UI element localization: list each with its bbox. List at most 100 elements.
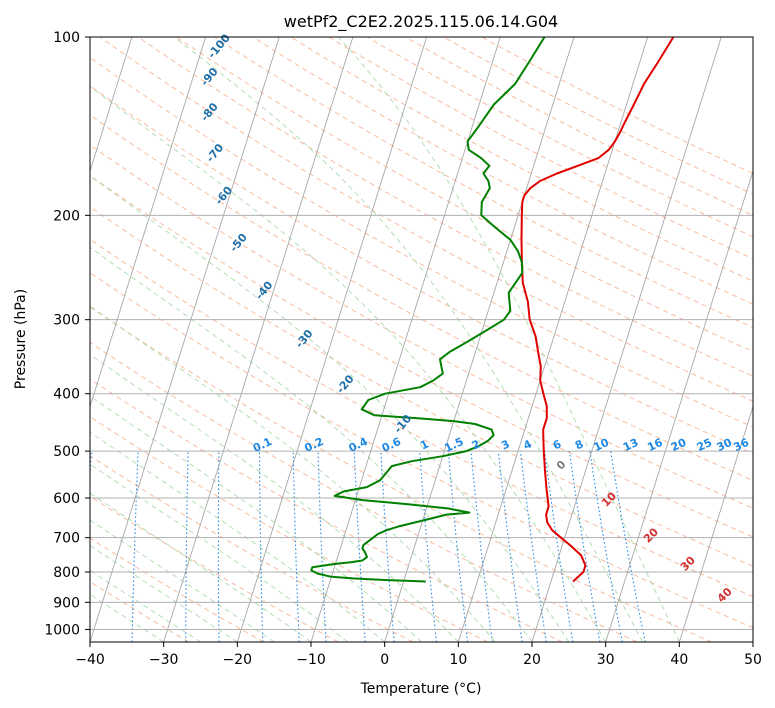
dry-adiabat-line (405, 37, 753, 216)
dry-adiabat-label: -90 (198, 65, 221, 89)
dry-adiabat-line (90, 495, 339, 642)
isotherm-line (678, 405, 753, 642)
y-tick-label: 500 (53, 444, 80, 460)
dry-adiabat-label: -30 (293, 327, 316, 351)
mixing-ratio-line (317, 451, 327, 642)
isotherm-line (236, 37, 428, 642)
mixing-ratio-label: 4 (521, 437, 534, 452)
mixing-ratio-line (217, 451, 220, 642)
dry-adiabat-line (90, 85, 753, 455)
mixing-ratio-label: 13 (621, 436, 640, 454)
moist-adiabat-line (90, 545, 238, 642)
moist-adiabat-line (337, 37, 680, 642)
y-axis-title: Pressure (hPa) (13, 289, 29, 389)
moist-adiabat-line (90, 431, 386, 642)
mixing-ratio-label: 0.1 (251, 435, 274, 455)
dry-adiabat-line (90, 416, 488, 642)
mixing-ratio-label: 20 (669, 436, 689, 454)
x-tick-label: −10 (296, 652, 326, 668)
y-tick-label: 200 (53, 208, 80, 224)
dry-adiabat-label: -50 (227, 231, 250, 255)
mixing-ratio-label: 16 (645, 436, 665, 454)
moist-adiabat-line (90, 175, 570, 642)
moist-adiabat-line (90, 305, 496, 642)
moist-adiabat-line (90, 85, 607, 642)
mixing-ratio-label: 30 (715, 436, 735, 454)
mixing-ratio-line (589, 451, 623, 642)
x-tick-label: −20 (223, 652, 253, 668)
dry-adiabat-line (366, 37, 753, 238)
dry-adiabat-line (290, 37, 753, 282)
y-tick-label: 300 (53, 313, 80, 329)
mixing-ratio-label: 0.2 (302, 435, 325, 455)
mixing-ratio-label: 10 (592, 436, 612, 454)
dry-adiabat-line (443, 37, 753, 195)
moist-adiabat-line (173, 37, 643, 642)
isotherm-line (752, 640, 753, 642)
x-tick-label: 50 (744, 652, 762, 668)
mixing-ratio-label: 6 (551, 437, 564, 452)
isotherm-line (0, 37, 58, 642)
isotherm-line (310, 37, 501, 642)
x-tick-label: −40 (75, 652, 105, 668)
dry-adiabat-line (90, 455, 414, 642)
mixing-ratio-label: 3 (499, 437, 511, 452)
dry-adiabat-line (481, 37, 753, 174)
y-tick-label: 100 (53, 30, 80, 46)
dry-adiabat-line (90, 56, 753, 428)
y-tick-label: 1000 (44, 622, 80, 638)
y-tick-label: 400 (53, 387, 80, 403)
mixing-ratio-line (470, 451, 493, 642)
mixing-ratio-line (447, 451, 469, 642)
x-tick-label: 30 (597, 652, 615, 668)
mixing-ratio-label: 0.6 (380, 435, 403, 455)
mixing-ratio-label: 1 (418, 437, 430, 452)
moist-adiabat-label: 20 (641, 525, 661, 545)
mixing-ratio-line (610, 451, 646, 642)
isotherm-line (531, 37, 722, 642)
dewpoint-line (310, 37, 546, 583)
moist-adiabat-line (90, 569, 201, 642)
mixing-ratio-line (185, 451, 189, 642)
mixing-ratio-line (131, 451, 139, 642)
x-tick-label: 0 (380, 652, 389, 668)
moist-adiabat-label: 10 (599, 489, 619, 509)
plot-frame (89, 36, 754, 643)
chart-title: wetPf2_C2E2.2025.115.06.14.G04 (284, 12, 558, 32)
moist-adiabat-line (90, 463, 349, 642)
moist-adiabat-line (90, 519, 275, 642)
moist-adiabat-line (90, 354, 459, 642)
moist-adiabat-label: 0 (554, 458, 569, 473)
x-tick-label: 20 (523, 652, 541, 668)
y-axis: 100 200 300 400 500 600 700 800 900 1000 (44, 30, 90, 638)
dry-adiabat-line (137, 37, 753, 377)
profile-series (310, 37, 675, 583)
dry-adiabat-line (90, 537, 264, 642)
isotherm-line (90, 37, 280, 642)
dry-adiabat-label: -70 (204, 141, 227, 165)
mixing-ratio-label: 25 (695, 436, 714, 454)
dry-adiabat-line (90, 114, 753, 482)
dry-adiabat-line (90, 306, 712, 642)
dry-adiabat-line (90, 341, 638, 642)
x-tick-label: 10 (449, 652, 467, 668)
background-lines (0, 37, 753, 642)
mixing-ratio-line (568, 451, 601, 642)
mixing-ratio-line (519, 451, 547, 642)
isotherm-line (90, 37, 207, 409)
isotherm-line (90, 37, 133, 173)
mixing-ratio-label: 8 (573, 437, 585, 452)
mixing-ratio-line (497, 451, 523, 642)
x-axis-title: Temperature (°C) (360, 681, 482, 697)
mixing-ratio-label: 36 (732, 436, 752, 454)
y-tick-label: 800 (53, 565, 80, 581)
y-tick-label: 900 (53, 595, 80, 611)
dry-adiabat-label: -40 (253, 278, 276, 302)
dry-adiabat-line (90, 272, 753, 629)
y-tick-label: 700 (53, 531, 80, 547)
dry-adiabat-label: -10 (391, 412, 414, 436)
isotherm-line (605, 169, 753, 642)
y-tick-label: 600 (53, 491, 80, 507)
dry-adiabat-line (90, 238, 753, 598)
